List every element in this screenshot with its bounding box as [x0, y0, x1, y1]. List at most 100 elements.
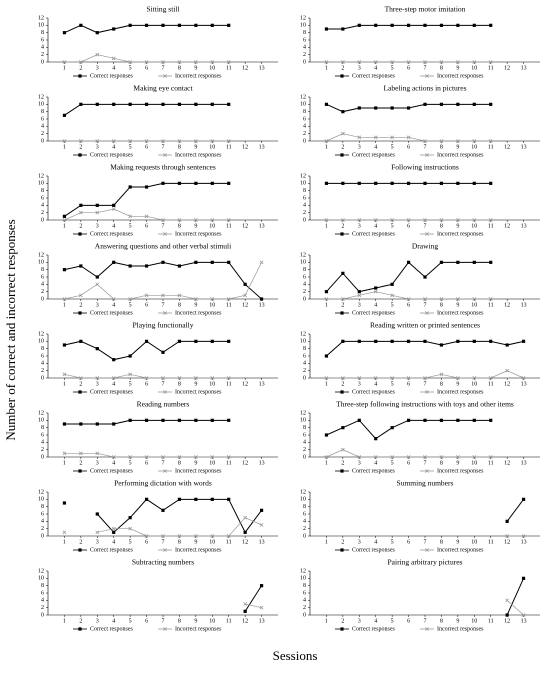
marker	[193, 376, 198, 380]
marker	[194, 260, 198, 264]
marker	[341, 181, 345, 185]
marker	[406, 181, 411, 185]
marker	[177, 139, 182, 143]
x-tick-label: 4	[374, 65, 377, 71]
marker	[357, 339, 361, 343]
marker	[144, 339, 149, 343]
series-line	[326, 340, 524, 357]
x-tick-label: 2	[341, 618, 344, 624]
x-tick-label: 3	[358, 618, 361, 624]
x-tick-label: 10	[471, 539, 477, 545]
marker	[177, 60, 182, 64]
series-line	[64, 103, 229, 116]
x-tick-label: 8	[178, 460, 181, 466]
series-line	[506, 578, 525, 616]
x-tick-label: 11	[488, 381, 494, 387]
x-tick-label: 12	[504, 302, 510, 308]
x-tick-label: 13	[521, 460, 527, 466]
marker	[95, 422, 99, 426]
x-tick-label: 8	[440, 223, 443, 229]
x-tick-label: 12	[242, 223, 248, 229]
marker	[62, 113, 67, 117]
legend-label: Incorrect responses	[175, 310, 222, 316]
marker	[374, 286, 378, 290]
x-tick-label: 8	[440, 460, 443, 466]
marker	[144, 497, 149, 501]
y-tick-label: 10	[300, 497, 306, 503]
x-tick-label: 9	[456, 223, 459, 229]
y-tick-label: 4	[41, 45, 44, 51]
x-tick-label: 8	[178, 65, 181, 71]
legend-marker	[340, 311, 344, 315]
x-tick-label: 11	[488, 618, 494, 624]
x-tick-label: 8	[440, 381, 443, 387]
x-tick-label: 8	[440, 65, 443, 71]
marker	[423, 60, 427, 64]
marker	[210, 102, 214, 106]
marker	[177, 376, 182, 380]
marker	[78, 210, 83, 215]
marker	[95, 376, 100, 380]
legend-marker	[425, 390, 429, 394]
marker	[193, 297, 198, 301]
x-tick-label: 13	[259, 539, 265, 545]
marker	[488, 297, 493, 301]
chart-title: Performing dictation with words	[114, 479, 212, 488]
y-tick-label: 12	[300, 94, 306, 100]
marker	[357, 106, 361, 110]
x-tick-label: 4	[374, 618, 377, 624]
y-tick-label: 8	[303, 109, 306, 115]
x-tick-label: 12	[242, 618, 248, 624]
marker	[62, 139, 67, 143]
y-tick-label: 4	[303, 440, 306, 446]
marker	[177, 23, 182, 27]
x-tick-label: 4	[374, 460, 377, 466]
marker	[357, 23, 361, 27]
legend-marker	[425, 74, 429, 78]
marker	[226, 534, 231, 538]
marker	[472, 339, 476, 343]
marker	[505, 613, 509, 617]
y-tick-label: 6	[41, 116, 44, 122]
legend-marker	[163, 548, 167, 552]
x-tick-label: 12	[242, 65, 248, 71]
marker	[111, 526, 116, 531]
marker	[259, 523, 264, 527]
marker	[489, 102, 493, 106]
y-tick-label: 6	[41, 353, 44, 359]
marker	[259, 605, 264, 610]
y-tick-label: 10	[300, 339, 306, 345]
marker	[128, 526, 133, 531]
x-tick-label: 4	[112, 144, 115, 150]
legend-marker	[425, 627, 429, 631]
y-tick-label: 12	[38, 252, 44, 258]
y-tick-label: 8	[41, 346, 44, 352]
marker	[390, 426, 394, 430]
x-tick-label: 3	[358, 65, 361, 71]
y-tick-label: 8	[41, 188, 44, 194]
marker	[144, 418, 149, 422]
legend-marker	[340, 153, 344, 157]
x-tick-label: 3	[358, 460, 361, 466]
marker	[373, 135, 378, 140]
x-tick-label: 7	[162, 302, 165, 308]
marker	[390, 376, 395, 380]
marker	[406, 418, 411, 422]
marker	[439, 418, 444, 422]
marker	[128, 297, 133, 301]
x-tick-label: 5	[391, 144, 394, 150]
x-tick-label: 11	[488, 539, 494, 545]
marker	[455, 218, 460, 222]
x-tick-label: 13	[259, 223, 265, 229]
x-tick-label: 13	[521, 65, 527, 71]
marker	[341, 339, 345, 343]
x-tick-label: 9	[194, 539, 197, 545]
x-tick-label: 10	[471, 65, 477, 71]
marker	[374, 437, 378, 441]
x-tick-label: 5	[391, 460, 394, 466]
y-tick-label: 0	[41, 296, 44, 302]
y-tick-label: 4	[41, 282, 44, 288]
marker	[95, 347, 99, 351]
y-tick-label: 6	[41, 590, 44, 596]
series-line	[506, 600, 524, 616]
